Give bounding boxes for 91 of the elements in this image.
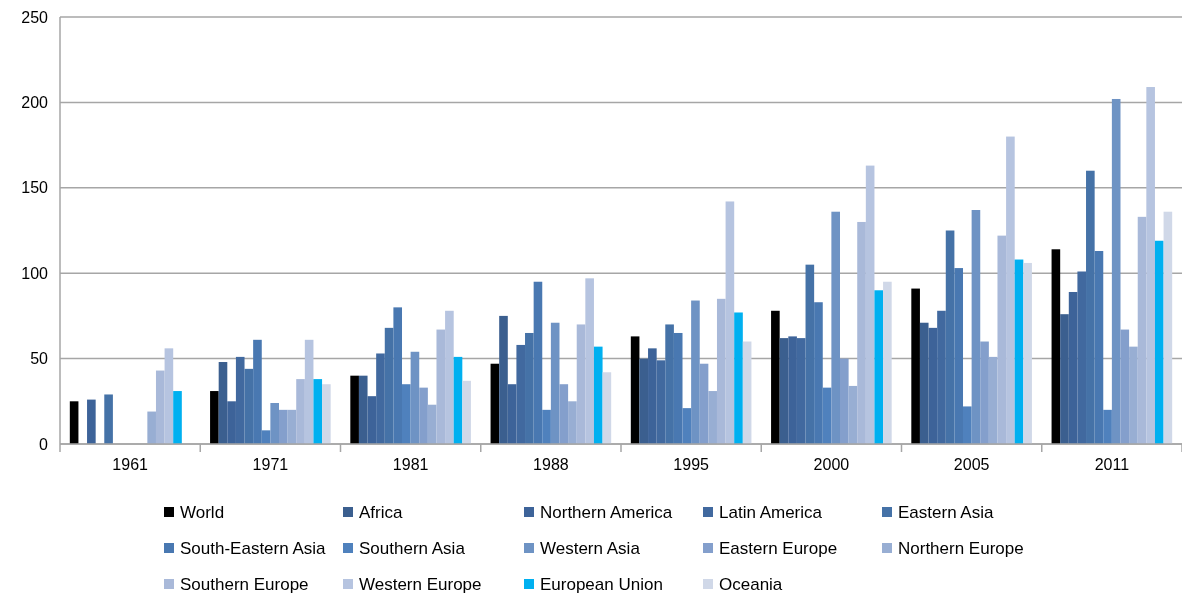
legend-label: Africa xyxy=(359,502,403,522)
bar xyxy=(490,363,500,444)
bar xyxy=(427,404,437,444)
bar xyxy=(104,394,113,444)
bar xyxy=(270,403,279,444)
bar xyxy=(725,201,735,444)
legend-label: Western Europe xyxy=(359,574,482,593)
bar xyxy=(462,380,471,444)
bar xyxy=(1014,259,1024,444)
bar xyxy=(287,409,297,444)
bar xyxy=(1051,249,1061,444)
x-tick-label: 2005 xyxy=(953,456,990,473)
y-tick-label: 50 xyxy=(30,350,49,368)
bar xyxy=(971,210,981,444)
bar xyxy=(350,375,359,444)
bar xyxy=(1129,346,1138,444)
x-tick-label: 1981 xyxy=(392,456,429,473)
bar xyxy=(874,290,884,444)
legend-label: Latin America xyxy=(719,502,823,522)
bar xyxy=(419,387,428,444)
x-tick-label: 1971 xyxy=(252,456,289,473)
bar xyxy=(278,409,288,444)
bar xyxy=(304,339,314,444)
bar xyxy=(453,356,463,444)
x-tick-label: 1961 xyxy=(112,456,149,473)
y-tick-label: 100 xyxy=(21,264,49,282)
bar xyxy=(210,391,219,444)
bar xyxy=(155,370,165,444)
bar xyxy=(550,322,560,444)
bar xyxy=(848,385,858,444)
bar xyxy=(1154,240,1164,444)
bar xyxy=(1137,216,1147,444)
y-tick-label: 150 xyxy=(21,179,49,197)
bar xyxy=(164,348,174,444)
legend-label: Northern America xyxy=(540,502,673,522)
bar xyxy=(559,384,569,444)
bar xyxy=(602,372,612,444)
bar xyxy=(313,379,323,444)
bar xyxy=(1023,262,1032,444)
x-tick-label: 2011 xyxy=(1094,456,1130,473)
bar xyxy=(716,298,726,444)
x-tick-label: 2000 xyxy=(813,456,850,473)
bar xyxy=(630,336,640,444)
bar xyxy=(980,341,989,444)
bar xyxy=(831,211,840,444)
bar xyxy=(322,384,331,444)
bar xyxy=(865,165,875,444)
y-tick-label: 250 xyxy=(21,8,49,26)
bar xyxy=(173,391,182,444)
legend-label: Eastern Asia xyxy=(898,502,994,522)
legend-label: Southern Europe xyxy=(180,574,309,593)
bar xyxy=(568,401,577,444)
legend-label: Northern Europe xyxy=(898,538,1024,558)
bar xyxy=(445,310,454,444)
bar xyxy=(87,399,96,444)
x-tick-label: 1995 xyxy=(673,456,710,473)
bar xyxy=(576,324,586,444)
legend-label: European Union xyxy=(540,574,663,593)
bar xyxy=(147,411,156,444)
bar xyxy=(742,341,752,444)
bar xyxy=(1111,98,1121,444)
bar xyxy=(839,358,849,444)
bar xyxy=(857,221,866,444)
bar xyxy=(708,391,717,444)
bar xyxy=(911,288,920,444)
legend-label: Western Asia xyxy=(540,538,641,558)
bar xyxy=(593,346,603,444)
bar xyxy=(988,356,998,444)
bar xyxy=(296,379,305,444)
legend-label: World xyxy=(180,502,225,522)
bar xyxy=(734,312,743,444)
legend-label: Oceania xyxy=(719,574,783,593)
bar xyxy=(1006,136,1015,444)
bar xyxy=(436,329,446,444)
bar xyxy=(1146,87,1155,444)
legend-label: Southern Asia xyxy=(359,538,466,558)
legend-label: South-Eastern Asia xyxy=(180,538,327,558)
x-tick-label: 1988 xyxy=(533,456,569,473)
y-tick-label: 200 xyxy=(21,94,49,111)
bar xyxy=(691,300,700,444)
bar xyxy=(699,363,709,444)
bar xyxy=(997,235,1007,444)
bar xyxy=(771,310,780,444)
y-tick-label: 0 xyxy=(39,435,49,453)
bar xyxy=(1120,329,1130,444)
legend-label: Eastern Europe xyxy=(719,538,838,558)
bar xyxy=(883,281,892,444)
bar xyxy=(585,278,594,444)
bar xyxy=(410,351,420,444)
bar xyxy=(69,401,79,444)
bar xyxy=(1163,211,1173,444)
